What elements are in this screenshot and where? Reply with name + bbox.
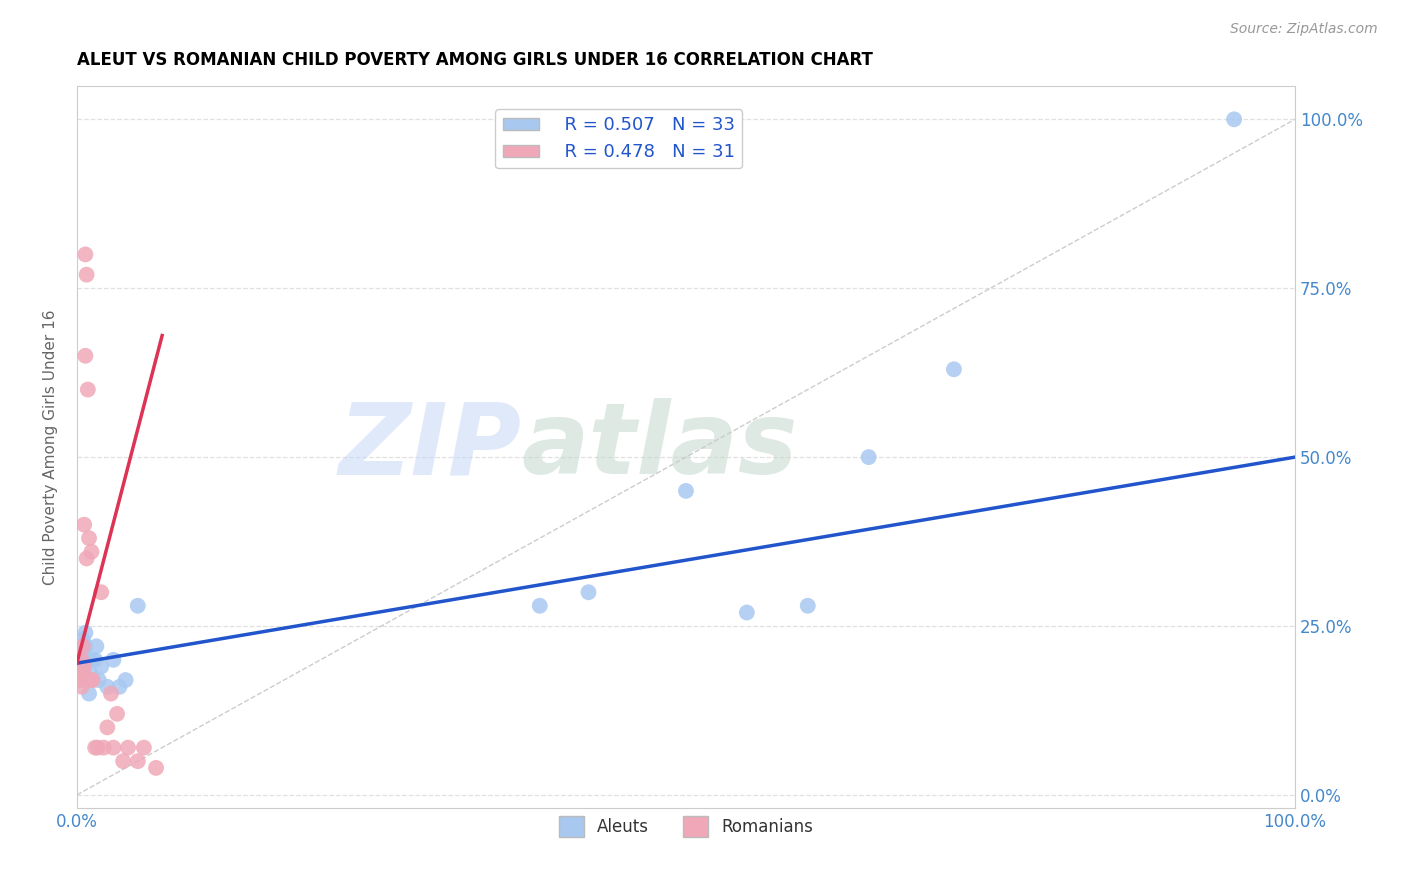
Point: [73, 666, 96, 681]
Point: [797, 599, 820, 613]
Point: [72, 632, 94, 647]
Point: [73, 659, 96, 673]
Point: [82, 673, 104, 687]
Point: [67, 666, 90, 681]
Point: [103, 653, 125, 667]
Point: [1223, 112, 1246, 127]
Point: [90, 585, 112, 599]
Text: ZIP: ZIP: [339, 399, 522, 495]
Point: [69, 673, 91, 687]
Point: [87, 673, 110, 687]
Point: [77, 531, 100, 545]
Point: [84, 740, 107, 755]
Point: [80, 544, 103, 558]
Point: [73, 653, 96, 667]
Point: [675, 483, 697, 498]
Point: [117, 740, 139, 755]
Point: [114, 673, 136, 687]
Point: [100, 687, 122, 701]
Point: [82, 673, 104, 687]
Point: [75, 640, 97, 654]
Point: [72, 646, 94, 660]
Point: [70, 680, 93, 694]
Point: [112, 754, 135, 768]
Point: [67, 653, 90, 667]
Point: [105, 706, 128, 721]
Point: [108, 680, 131, 694]
Point: [72, 666, 94, 681]
Point: [75, 247, 97, 261]
Point: [70, 659, 93, 673]
Point: [942, 362, 965, 376]
Point: [70, 653, 93, 667]
Point: [69, 666, 91, 681]
Point: [86, 640, 108, 654]
Point: [76, 673, 98, 687]
Point: [76, 268, 98, 282]
Point: [127, 754, 149, 768]
Text: atlas: atlas: [522, 399, 799, 495]
Point: [90, 659, 112, 673]
Text: Source: ZipAtlas.com: Source: ZipAtlas.com: [1230, 22, 1378, 37]
Point: [70, 640, 93, 654]
Point: [79, 666, 101, 681]
Point: [76, 551, 98, 566]
Text: ALEUT VS ROMANIAN CHILD POVERTY AMONG GIRLS UNDER 16 CORRELATION CHART: ALEUT VS ROMANIAN CHILD POVERTY AMONG GI…: [77, 51, 873, 69]
Point: [93, 740, 115, 755]
Point: [73, 517, 96, 532]
Point: [80, 653, 103, 667]
Point: [96, 680, 118, 694]
Legend: Aleuts, Romanians: Aleuts, Romanians: [553, 810, 820, 844]
Point: [72, 640, 94, 654]
Point: [84, 653, 107, 667]
Point: [132, 740, 155, 755]
Point: [75, 625, 97, 640]
Point: [69, 659, 91, 673]
Point: [77, 687, 100, 701]
Point: [103, 740, 125, 755]
Point: [76, 383, 98, 397]
Point: [96, 720, 118, 734]
Y-axis label: Child Poverty Among Girls Under 16: Child Poverty Among Girls Under 16: [44, 310, 58, 585]
Point: [735, 606, 758, 620]
Point: [578, 585, 600, 599]
Point: [127, 599, 149, 613]
Point: [76, 653, 98, 667]
Point: [75, 349, 97, 363]
Point: [86, 740, 108, 755]
Point: [79, 673, 101, 687]
Point: [858, 450, 880, 464]
Point: [145, 761, 167, 775]
Point: [529, 599, 551, 613]
